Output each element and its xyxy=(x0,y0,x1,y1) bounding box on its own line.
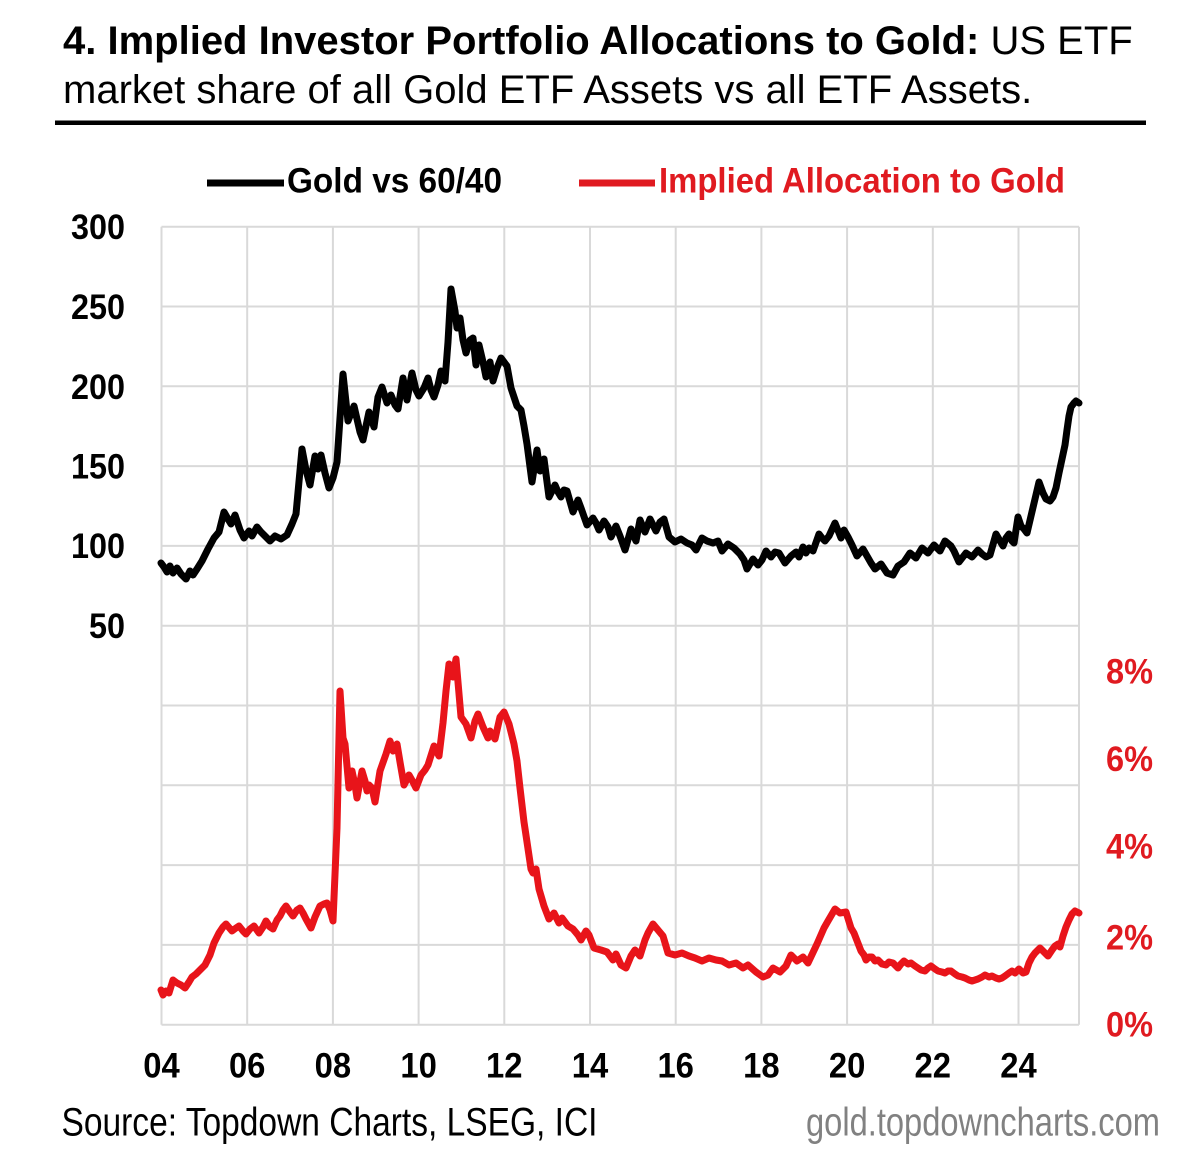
svg-text:8%: 8% xyxy=(1106,652,1153,692)
svg-text:200: 200 xyxy=(71,367,125,407)
svg-text:Gold vs 60/40: Gold vs 60/40 xyxy=(287,161,502,201)
svg-text:2%: 2% xyxy=(1106,918,1153,958)
svg-text:4. Implied Investor Portfolio: 4. Implied Investor Portfolio Allocation… xyxy=(63,19,1133,63)
svg-text:100: 100 xyxy=(71,526,125,566)
svg-text:150: 150 xyxy=(71,447,125,487)
svg-text:6%: 6% xyxy=(1106,739,1153,779)
svg-text:06: 06 xyxy=(229,1046,266,1086)
svg-text:18: 18 xyxy=(743,1046,780,1086)
svg-text:24: 24 xyxy=(1000,1046,1037,1086)
svg-text:16: 16 xyxy=(657,1046,694,1086)
svg-text:gold.topdowncharts.com: gold.topdowncharts.com xyxy=(806,1101,1160,1145)
svg-text:Implied Allocation to Gold: Implied Allocation to Gold xyxy=(659,161,1065,201)
svg-text:10: 10 xyxy=(400,1046,437,1086)
svg-text:14: 14 xyxy=(572,1046,609,1086)
svg-text:300: 300 xyxy=(71,207,125,247)
svg-text:Source: Topdown Charts, LSEG,: Source: Topdown Charts, LSEG, ICI xyxy=(62,1101,598,1145)
svg-text:22: 22 xyxy=(915,1046,952,1086)
svg-text:20: 20 xyxy=(829,1046,866,1086)
svg-text:4%: 4% xyxy=(1106,827,1153,867)
svg-text:0%: 0% xyxy=(1106,1005,1153,1045)
svg-text:04: 04 xyxy=(143,1046,180,1086)
svg-text:08: 08 xyxy=(315,1046,352,1086)
svg-text:12: 12 xyxy=(486,1046,523,1086)
svg-text:250: 250 xyxy=(71,287,125,327)
svg-text:50: 50 xyxy=(89,606,125,646)
svg-text:market share of all Gold ETF A: market share of all Gold ETF Assets vs a… xyxy=(63,68,1032,112)
